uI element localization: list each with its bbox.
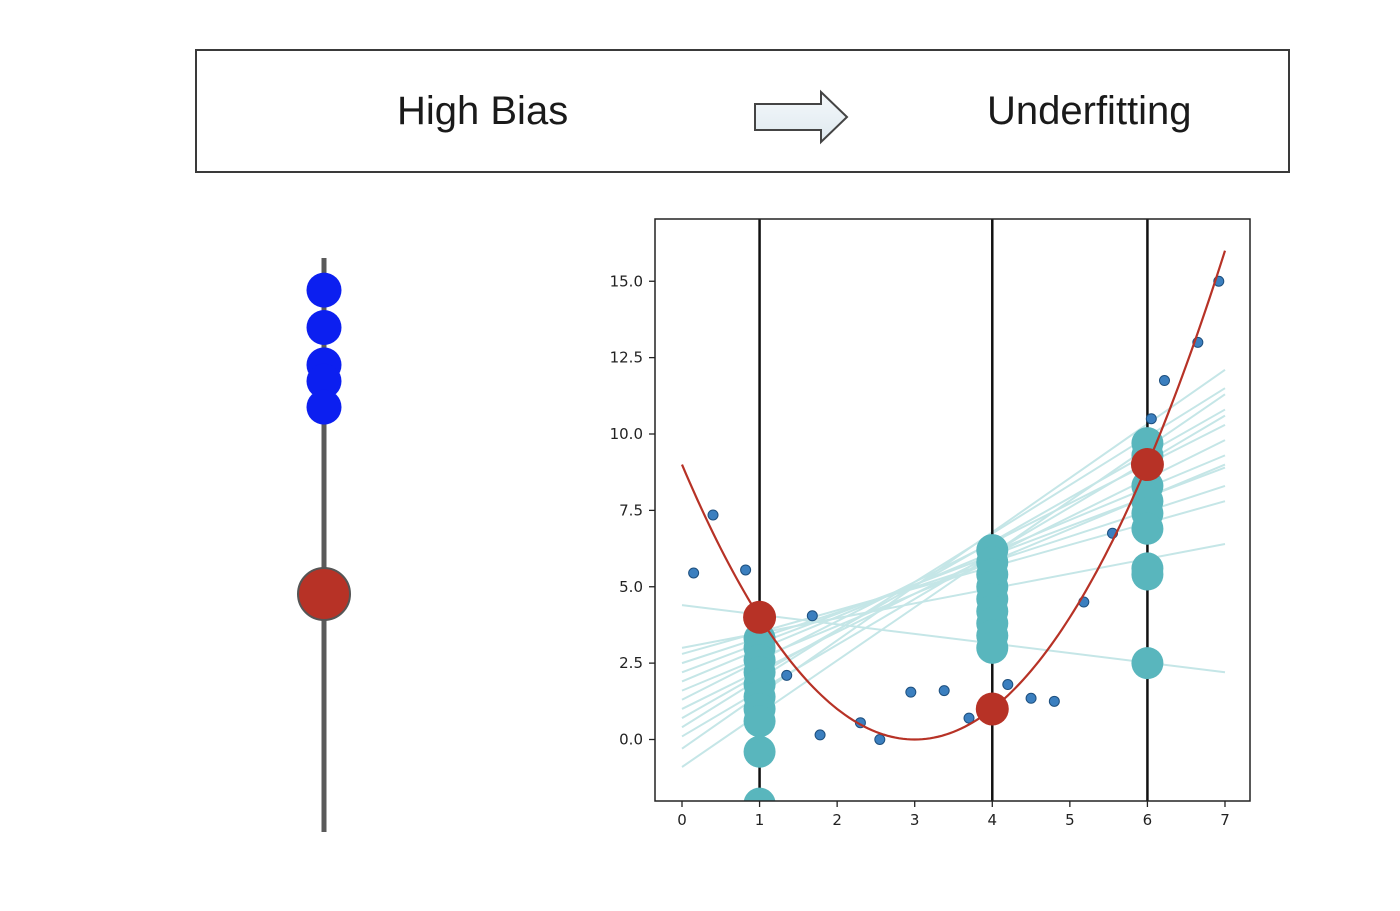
y-tick-label: 12.5	[610, 349, 643, 367]
data-point	[781, 669, 793, 681]
true-value-point	[743, 600, 777, 634]
data-point	[688, 567, 700, 579]
x-tick-label: 6	[1143, 811, 1153, 829]
y-tick-label: 15.0	[610, 272, 643, 290]
x-tick-label: 3	[910, 811, 920, 829]
high-bias-label: High Bias	[397, 89, 569, 133]
y-tick-label: 2.5	[619, 654, 643, 672]
y-tick-label: 0.0	[619, 731, 643, 749]
blue-point	[306, 310, 342, 345]
data-point	[814, 729, 826, 741]
plot-area	[680, 219, 1227, 801]
data-point	[806, 610, 818, 622]
title-banner: High Bias Underfitting	[195, 49, 1290, 173]
data-point	[1002, 679, 1014, 691]
prediction-point	[1131, 558, 1164, 591]
prediction-point	[1131, 647, 1164, 680]
data-point	[1158, 375, 1170, 387]
blue-point	[306, 389, 342, 425]
red-mean-point	[297, 567, 351, 621]
x-tick-label: 7	[1220, 811, 1230, 829]
data-point	[963, 712, 975, 724]
data-point	[874, 734, 886, 745]
prediction-point	[743, 735, 776, 768]
data-point	[1025, 692, 1037, 704]
data-point	[938, 685, 950, 697]
data-point	[740, 564, 752, 576]
true-value-point	[1130, 448, 1164, 482]
data-point	[1145, 413, 1157, 425]
right-arrow-icon	[754, 89, 849, 145]
y-tick-label: 5.0	[619, 578, 643, 596]
blue-point	[306, 272, 342, 308]
x-tick-label: 2	[832, 811, 842, 829]
right-chart: 0 1 2 3 4 5 6 7 0.0 2.5 5.0 7.5 10.0 12.5 15.0	[610, 218, 1251, 829]
y-tick-label: 10.0	[610, 425, 643, 443]
blue-point	[306, 363, 342, 399]
y-tick-label: 7.5	[619, 501, 643, 519]
x-tick-label: 4	[988, 811, 998, 829]
prediction-point	[1131, 512, 1164, 545]
x-tick-label: 0	[677, 811, 687, 829]
data-point	[1048, 695, 1060, 707]
data-point	[905, 686, 917, 698]
data-point	[707, 509, 719, 521]
true-function-curve	[680, 250, 1227, 741]
underfitting-label: Underfitting	[987, 89, 1192, 133]
left-panel	[297, 258, 351, 832]
x-tick-label: 5	[1065, 811, 1075, 829]
prediction-point	[743, 787, 776, 801]
prediction-point	[743, 705, 776, 738]
true-value-point	[975, 692, 1009, 726]
x-tick-label: 1	[755, 811, 765, 829]
prediction-point	[976, 631, 1009, 664]
